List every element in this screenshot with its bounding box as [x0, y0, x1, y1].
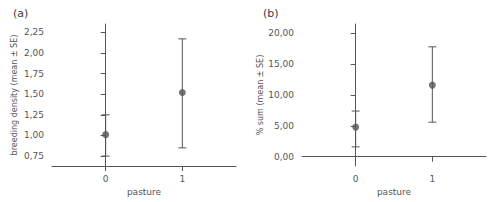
- svg-text:0: 0: [103, 174, 109, 184]
- svg-text:10,00: 10,00: [268, 90, 294, 100]
- svg-text:1,50: 1,50: [24, 89, 44, 99]
- svg-text:(a): (a): [13, 7, 28, 20]
- svg-text:1,75: 1,75: [24, 69, 44, 79]
- svg-text:1,25: 1,25: [24, 110, 44, 120]
- svg-text:20,00: 20,00: [268, 28, 294, 38]
- svg-text:pasture: pasture: [127, 187, 162, 197]
- svg-text:breeding density (mean ± SE): breeding density (mean ± SE): [10, 35, 19, 156]
- svg-text:% sum (mean ± SE): % sum (mean ± SE): [256, 55, 265, 136]
- svg-text:0,75: 0,75: [24, 151, 44, 161]
- svg-text:1: 1: [429, 174, 435, 184]
- svg-text:0: 0: [353, 174, 359, 184]
- svg-text:(b): (b): [263, 7, 279, 20]
- svg-text:0,00: 0,00: [274, 152, 294, 162]
- svg-text:15,00: 15,00: [268, 59, 294, 69]
- svg-text:1,00: 1,00: [24, 130, 44, 140]
- svg-text:5,00: 5,00: [274, 121, 294, 131]
- svg-text:2,00: 2,00: [24, 48, 44, 58]
- svg-text:1: 1: [179, 174, 185, 184]
- svg-text:2,25: 2,25: [24, 27, 44, 37]
- svg-text:pasture: pasture: [377, 187, 412, 197]
